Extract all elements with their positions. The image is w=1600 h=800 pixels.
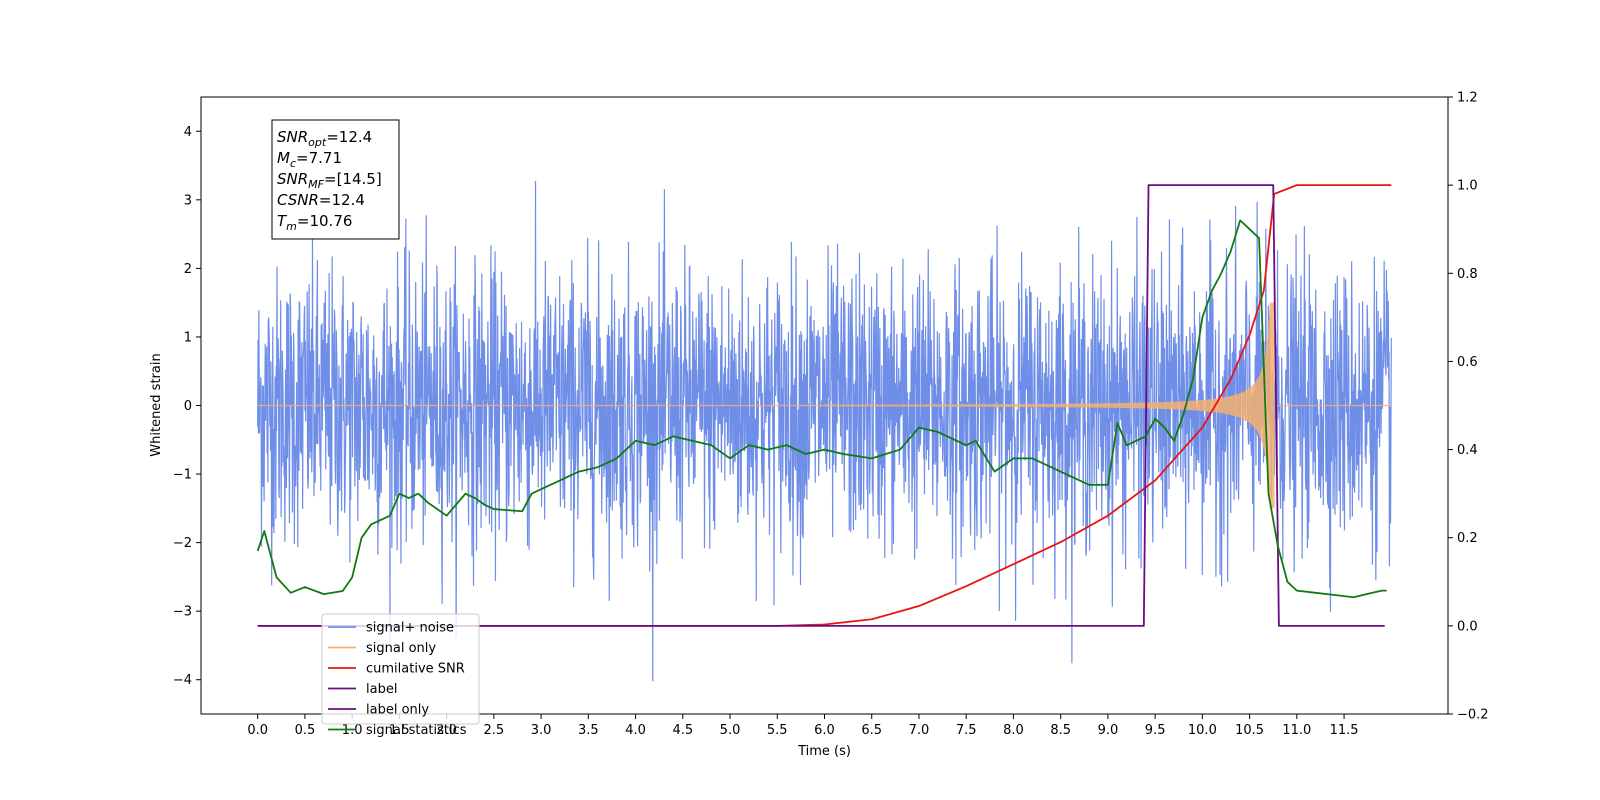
y-tick-label: −4 [173,673,192,688]
x-tick-label: 2.5 [484,723,505,738]
y-axis-right: −0.2 0.0 0.2 0.4 0.6 0.8 1.0 1.2 [1448,91,1489,723]
x-tick-label: 1.0 [342,723,363,738]
x-tick-label: 1.5 [389,723,410,738]
x-tick-label: 0.5 [295,723,316,738]
x-tick-label: 3.0 [531,723,552,738]
x-tick-label: 11.5 [1330,723,1359,738]
x-tick-label: 9.0 [1098,723,1119,738]
x-tick-label: 11.0 [1282,723,1311,738]
series-signal-statistics [256,219,1387,599]
y-tick-label: 1 [184,330,192,345]
y-tick-label: −1 [173,468,192,483]
x-tick-label: 8.5 [1050,723,1071,738]
series-signal-only [257,302,1392,509]
x-tick-label: 0.0 [247,723,268,738]
y-tick-label: 2 [184,262,192,277]
legend: signal+ noise signal only cumilative SNR la… [321,613,480,738]
y2-tick-label: −0.2 [1457,708,1489,723]
y-tick-label: 0 [184,399,192,414]
x-tick-label: 4.0 [625,723,646,738]
plot-area [256,180,1392,682]
y2-tick-label: 0.4 [1457,443,1478,458]
y2-tick-label: 1.0 [1457,179,1478,194]
x-axis-label: Time (s) [797,744,851,759]
legend-label: signal only [366,641,436,656]
annotation-line: SNRMF=[14.5] [277,170,382,191]
series-signal-plus-noise [257,180,1392,682]
x-axis: 0.0 0.5 1.0 1.5 2.0 2.5 3.0 3.5 4.0 4.5 5.0 5.5 6.0 6… [247,714,1359,738]
x-tick-label: 5.0 [720,723,741,738]
x-tick-label: 10.5 [1235,723,1264,738]
y2-tick-label: 1.2 [1457,91,1478,106]
x-tick-label: 5.5 [767,723,788,738]
x-tick-label: 6.0 [814,723,835,738]
legend-label: label [366,682,397,697]
x-tick-label: 9.5 [1145,723,1166,738]
x-tick-label: 4.5 [672,723,693,738]
annotation-line: Mc=7.71 [277,149,342,170]
x-tick-label: 10.0 [1188,723,1217,738]
legend-label: signal+ noise [366,621,454,636]
x-tick-label: 2.0 [436,723,457,738]
y-tick-label: 3 [184,193,192,208]
x-tick-label: 6.5 [861,723,882,738]
annotation-line: SNRopt=12.4 [277,128,372,149]
x-tick-label: 7.5 [956,723,977,738]
legend-label: cumilative SNR [366,662,465,677]
annotation-frame [271,119,400,240]
y2-tick-label: 0.8 [1457,267,1478,282]
legend-label: signal statistics [366,723,467,738]
y-tick-label: 4 [184,125,192,140]
x-tick-label: 3.5 [578,723,599,738]
legend-label: label only [366,703,429,718]
y2-tick-label: 0.6 [1457,355,1478,370]
annotation-line: Tm=10.76 [277,212,352,233]
y2-tick-label: 0.0 [1457,619,1478,634]
y-axis-left: −4 −3 −2 −1 0 1 2 3 4 [173,125,201,688]
y-tick-label: −3 [173,605,192,620]
legend-frame [321,613,480,725]
annotation-line: CSNR=12.4 [277,191,365,209]
series-cumilative-snr [257,184,1392,627]
x-tick-label: 7.0 [909,723,930,738]
y-axis-label: Whitened strain [149,353,164,456]
y-tick-label: −2 [173,536,192,551]
y2-tick-label: 0.2 [1457,531,1478,546]
x-tick-label: 8.0 [1003,723,1024,738]
series-label [257,184,1385,627]
